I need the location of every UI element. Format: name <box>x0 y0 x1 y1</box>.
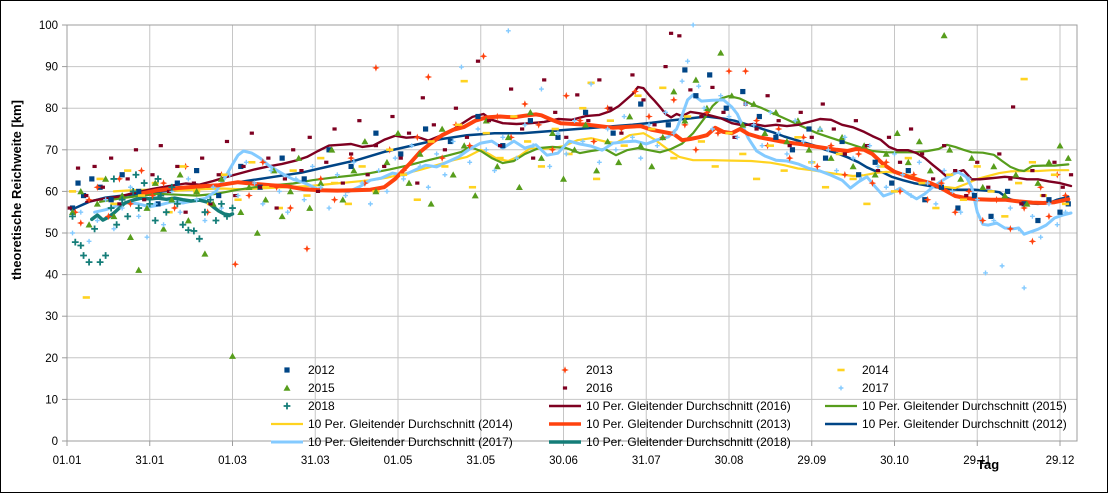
svg-text:31.03: 31.03 <box>301 455 330 467</box>
svg-text:20: 20 <box>45 353 58 365</box>
legend-marker-swatch <box>561 366 569 374</box>
x-axis-tick-labels: 01.01 31.01 01.03 31.03 01.05 31.05 30.06 31.07… <box>53 455 1075 467</box>
svg-text:31.07: 31.07 <box>632 455 661 467</box>
svg-text:30.06: 30.06 <box>549 455 578 467</box>
legend-marker-swatch <box>838 385 844 391</box>
legend-label: 10 Per. Gleitender Durchschnitt (2012) <box>862 417 1067 431</box>
series-points-2014 <box>68 77 1070 299</box>
ma-line-2018 <box>90 196 235 222</box>
svg-text:01.05: 01.05 <box>384 455 413 467</box>
legend-item-2018: 2018 <box>283 399 335 413</box>
legend-marker-swatch <box>562 386 568 390</box>
legend-label: 2014 <box>862 363 889 377</box>
legend-marker-swatch <box>284 367 290 373</box>
svg-text:50: 50 <box>45 228 58 240</box>
ma-line-2016 <box>85 85 1073 204</box>
moving-average-lines <box>74 85 1073 236</box>
svg-text:100: 100 <box>39 20 58 32</box>
legend-item-ma-2016: 10 Per. Gleitender Durchschnitt (2016) <box>549 399 791 413</box>
legend-label: 2017 <box>862 381 889 395</box>
legend-label: 10 Per. Gleitender Durchschnitt (2018) <box>586 435 791 449</box>
ma-line-2015 <box>98 94 1070 203</box>
svg-text:01.01: 01.01 <box>53 455 82 467</box>
svg-text:29.12: 29.12 <box>1046 455 1075 467</box>
legend-item-ma-2013: 10 Per. Gleitender Durchschnitt (2013) <box>549 417 791 431</box>
x-axis-title: Tag <box>977 457 1000 472</box>
svg-text:30.10: 30.10 <box>880 455 909 467</box>
svg-text:31.01: 31.01 <box>135 455 164 467</box>
y-axis-tick-labels: 0 10 20 30 40 50 60 70 80 90 100 <box>39 20 58 448</box>
legend-marker-swatch <box>283 384 291 391</box>
legend-label: 10 Per. Gleitender Durchschnitt (2016) <box>586 399 791 413</box>
legend-item-ma-2014: 10 Per. Gleitender Durchschnitt (2014) <box>271 417 513 431</box>
legend-marker-swatch <box>837 368 845 372</box>
svg-text:40: 40 <box>45 270 58 282</box>
legend-item-ma-2015: 10 Per. Gleitender Durchschnitt (2015) <box>825 399 1067 413</box>
legend-item-2013: 2013 <box>561 363 613 377</box>
ma-line-2012 <box>74 115 1070 210</box>
legend-label: 2016 <box>586 381 613 395</box>
svg-text:90: 90 <box>45 62 58 74</box>
legend-label: 2015 <box>308 381 335 395</box>
series-points-2016 <box>67 31 1074 214</box>
legend-item-ma-2017: 10 Per. Gleitender Durchschnitt (2017) <box>271 435 513 449</box>
legend-label: 10 Per. Gleitender Durchschnitt (2017) <box>308 435 513 449</box>
svg-text:60: 60 <box>45 186 58 198</box>
legend-item-2017: 2017 <box>838 381 889 395</box>
legend-label: 10 Per. Gleitender Durchschnitt (2015) <box>862 399 1067 413</box>
legend: 2012 2015 2018 10 Per. Gleitender Durchschn… <box>271 363 1067 449</box>
ma-line-2013 <box>139 112 1071 205</box>
gridlines <box>66 24 1077 442</box>
legend-label: 2013 <box>586 363 613 377</box>
legend-item-2015: 2015 <box>283 381 335 395</box>
legend-item-ma-2012: 10 Per. Gleitender Durchschnitt (2012) <box>825 417 1067 431</box>
series-points-2017 <box>70 22 1068 291</box>
svg-text:30.08: 30.08 <box>715 455 744 467</box>
legend-label: 10 Per. Gleitender Durchschnitt (2014) <box>308 417 513 431</box>
svg-text:30: 30 <box>45 311 58 323</box>
svg-text:01.03: 01.03 <box>218 455 247 467</box>
svg-text:29.09: 29.09 <box>797 455 826 467</box>
series-points-2018 <box>69 171 236 266</box>
scatter-series <box>67 22 1074 359</box>
legend-label: 10 Per. Gleitender Durchschnitt (2013) <box>586 417 791 431</box>
series-points-2012 <box>69 67 1071 224</box>
svg-text:10: 10 <box>45 394 58 406</box>
svg-text:31.05: 31.05 <box>466 455 495 467</box>
svg-text:29.11: 29.11 <box>963 455 991 467</box>
axis-ticks <box>62 24 1061 446</box>
svg-text:0: 0 <box>52 436 58 448</box>
svg-text:70: 70 <box>45 145 58 157</box>
legend-item-2014: 2014 <box>837 363 889 377</box>
svg-text:80: 80 <box>45 103 58 115</box>
legend-item-ma-2018: 10 Per. Gleitender Durchschnitt (2018) <box>549 435 791 449</box>
ma-line-2017 <box>93 93 1073 236</box>
series-points-2015 <box>69 32 1072 359</box>
legend-marker-swatch <box>283 402 291 410</box>
legend-item-2012: 2012 <box>284 363 335 377</box>
legend-label: 2018 <box>308 399 335 413</box>
legend-label: 2012 <box>308 363 335 377</box>
legend-item-2016: 2016 <box>562 381 613 395</box>
